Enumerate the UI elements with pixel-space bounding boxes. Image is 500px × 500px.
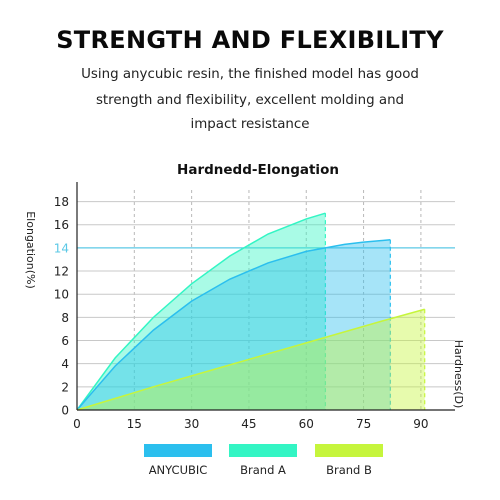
y-tick-label: 6 xyxy=(61,334,69,348)
subtitle-line-1: Using anycubic resin, the finished model… xyxy=(81,67,419,82)
y-axis-title: Elongation(%) xyxy=(24,211,37,289)
grid xyxy=(77,190,455,410)
axes: 0 15 30 45 60 75 90 0 2 4 6 8 10 12 14 16 18 Elongation(%… xyxy=(24,182,465,431)
subtitle-line-3: impact resistance xyxy=(190,117,310,132)
legend-label-brand-a: Brand A xyxy=(240,463,286,477)
y-tick-label: 18 xyxy=(54,195,69,209)
y-tick-label: 16 xyxy=(54,218,69,232)
x-tick-label: 45 xyxy=(241,417,256,431)
y-tick-label: 10 xyxy=(54,288,69,302)
legend-swatch-brand-b xyxy=(315,444,383,457)
x-tick-label: 75 xyxy=(356,417,371,431)
x-tick-label: 0 xyxy=(73,417,81,431)
y-tick-label: 0 xyxy=(61,404,69,418)
x-tick-label: 90 xyxy=(413,417,428,431)
subtitle-line-2: strength and flexibility, excellent mold… xyxy=(95,93,405,108)
series-areas xyxy=(76,212,426,411)
series-line-brand-a xyxy=(76,212,326,411)
y-tick-label: 2 xyxy=(61,380,69,394)
series-line-brand-b xyxy=(76,308,425,411)
series-area-brand-a xyxy=(77,213,326,410)
x-axis-title: Hardness(D) xyxy=(452,340,465,409)
y-tick-label: 4 xyxy=(61,357,69,371)
chart-title: Hardnedd-Elongation xyxy=(177,162,339,178)
legend-label-anycubic: ANYCUBIC xyxy=(149,463,208,477)
highlight-tick-label: 14 xyxy=(54,241,69,255)
series-line-anycubic xyxy=(76,239,391,411)
series-area-anycubic xyxy=(77,239,391,410)
y-tick-label: 8 xyxy=(61,311,69,325)
x-tick-label: 15 xyxy=(127,417,142,431)
page-title: STRENGTH AND FLEXIBILITY xyxy=(56,26,444,54)
x-tick-label: 30 xyxy=(184,417,199,431)
legend-swatch-brand-a xyxy=(229,444,297,457)
legend-label-brand-b: Brand B xyxy=(326,463,372,477)
y-tick-label: 12 xyxy=(54,265,69,279)
legend: ANYCUBIC Brand A Brand B xyxy=(144,444,383,477)
x-tick-label: 60 xyxy=(299,417,314,431)
legend-swatch-anycubic xyxy=(144,444,212,457)
